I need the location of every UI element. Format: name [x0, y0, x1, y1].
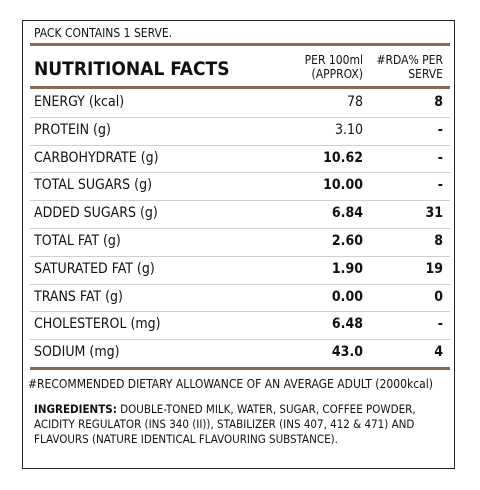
- row-label: SATURATED FAT (g): [34, 260, 155, 277]
- per-100ml: 78: [346, 94, 363, 110]
- per-100ml: 0.00: [331, 288, 363, 305]
- row-label: TRANS FAT (g): [34, 288, 123, 305]
- row-divider: [30, 283, 450, 285]
- rda-percent: 8: [434, 94, 443, 110]
- rda-percent: 0: [434, 288, 443, 305]
- row-divider: [30, 228, 450, 229]
- row-label: TOTAL FAT (g): [34, 233, 121, 249]
- per-100ml: 10.00: [323, 177, 363, 194]
- rda-percent: 4: [434, 344, 443, 361]
- row-divider: [30, 200, 450, 202]
- per-100ml: 1.90: [331, 260, 363, 277]
- rda-percent: -: [437, 121, 443, 138]
- per-100ml: 2.60: [331, 233, 363, 249]
- ingredients-label: INGREDIENTS:: [34, 402, 117, 416]
- column-header: PER 100ml (APPROX): [304, 53, 363, 81]
- pack-note: PACK CONTAINS 1 SERVE.: [34, 26, 173, 40]
- row-divider: [30, 116, 450, 118]
- rda-percent: 31: [425, 205, 443, 222]
- rda-percent: -: [437, 316, 443, 333]
- row-divider: [30, 172, 450, 174]
- table-title: NUTRITIONAL FACTS: [34, 58, 230, 80]
- rda-percent: 19: [425, 260, 443, 277]
- per-100ml: 3.10: [334, 121, 363, 138]
- row-label: TOTAL SUGARS (g): [34, 177, 153, 194]
- per-100ml: 6.84: [331, 205, 363, 222]
- row-label: CARBOHYDRATE (g): [34, 149, 159, 166]
- per-100ml: 43.0: [331, 344, 363, 361]
- divider: [30, 86, 450, 89]
- per-100ml: 10.62: [323, 149, 363, 166]
- row-label: ENERGY (kcal): [34, 94, 125, 110]
- row-divider: [30, 339, 450, 341]
- ingredients-text: DOUBLE-TONED MILK, WATER, SUGAR, COFFEE …: [34, 402, 416, 446]
- divider: [30, 43, 450, 46]
- ingredients: INGREDIENTS: DOUBLE-TONED MILK, WATER, S…: [34, 402, 434, 447]
- column-header: #RDA% PER SERVE: [376, 53, 443, 81]
- divider: [30, 367, 450, 370]
- label-panel: [22, 20, 455, 469]
- row-label: ADDED SUGARS (g): [34, 205, 158, 222]
- row-label: SODIUM (mg): [34, 344, 120, 361]
- footnote: #RECOMMENDED DIETARY ALLOWANCE OF AN AVE…: [28, 377, 433, 391]
- row-label: CHOLESTEROL (mg): [34, 316, 161, 333]
- row-label: PROTEIN (g): [34, 121, 111, 138]
- per-100ml: 6.48: [331, 316, 363, 333]
- row-divider: [30, 311, 450, 313]
- rda-percent: -: [437, 149, 443, 166]
- row-divider: [30, 144, 450, 146]
- row-divider: [30, 255, 450, 257]
- rda-percent: 8: [434, 233, 443, 249]
- rda-percent: -: [437, 177, 443, 194]
